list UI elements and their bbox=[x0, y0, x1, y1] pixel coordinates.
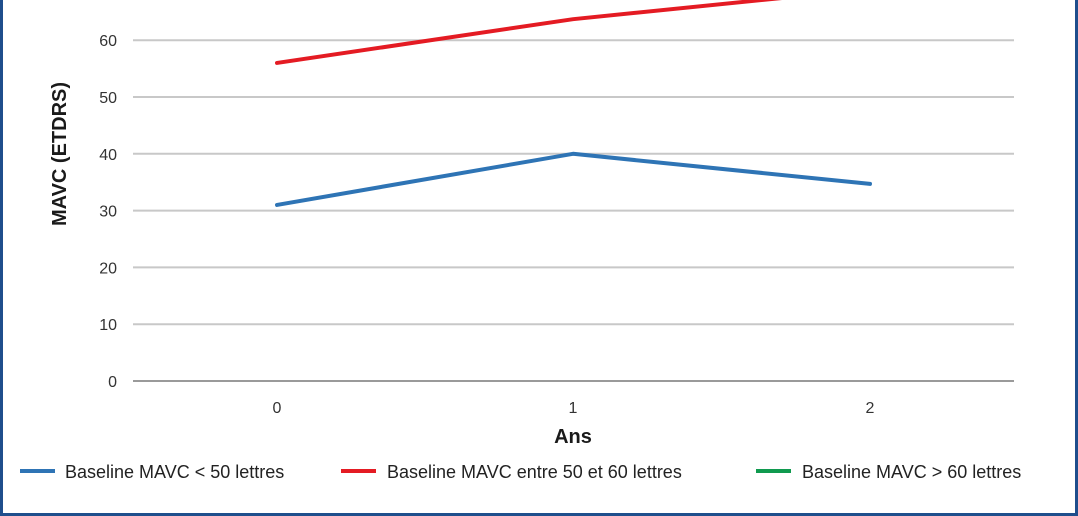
legend-label: Baseline MAVC > 60 lettres bbox=[802, 462, 1021, 482]
y-tick-label: 60 bbox=[99, 33, 117, 50]
series-lines bbox=[275, 0, 872, 207]
y-tick-label: 30 bbox=[99, 204, 117, 221]
legend-label: Baseline MAVC < 50 lettres bbox=[65, 462, 284, 482]
series-1 bbox=[275, 151, 872, 207]
y-tick-label: 20 bbox=[99, 260, 117, 277]
legend: Baseline MAVC < 50 lettres Baseline MAVC … bbox=[20, 462, 1021, 482]
x-tick-label: 2 bbox=[866, 400, 875, 417]
legend-item-1: Baseline MAVC < 50 lettres bbox=[20, 462, 284, 482]
gridlines bbox=[133, 39, 1014, 382]
y-tick-label: 10 bbox=[99, 317, 117, 334]
legend-item-2: Baseline MAVC entre 50 et 60 lettres bbox=[341, 462, 682, 482]
x-tick-label: 0 bbox=[273, 400, 282, 417]
x-tick-label: 1 bbox=[569, 400, 578, 417]
y-tick-label: 0 bbox=[108, 374, 117, 391]
legend-item-3: Baseline MAVC > 60 lettres bbox=[756, 462, 1021, 482]
y-tick-label: 50 bbox=[99, 90, 117, 107]
y-tick-label: 40 bbox=[99, 147, 117, 164]
x-tick-labels: 0 1 2 bbox=[273, 400, 875, 417]
series-line bbox=[275, 0, 783, 65]
series-2 bbox=[275, 0, 783, 65]
y-tick-labels: 0 10 20 30 40 50 60 bbox=[99, 33, 117, 391]
legend-label: Baseline MAVC entre 50 et 60 lettres bbox=[387, 462, 682, 482]
y-axis-title: MAVC (ETDRS) bbox=[49, 82, 71, 226]
series-line bbox=[275, 151, 872, 207]
x-axis-title: Ans bbox=[554, 426, 592, 448]
